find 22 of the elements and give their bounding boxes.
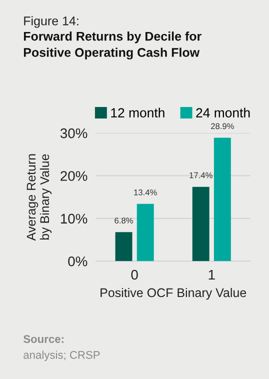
- data-label: 13.4%: [134, 189, 157, 196]
- bar: [214, 138, 231, 262]
- chart-subtitle: Figure 14:: [24, 16, 78, 28]
- data-label: 28.9%: [211, 123, 234, 130]
- y-tick-label: 20%: [60, 171, 88, 181]
- bar: [136, 204, 154, 262]
- y-tick-label: 10%: [60, 214, 88, 224]
- bar: [115, 232, 132, 262]
- y-tick-label: 30%: [60, 128, 88, 138]
- y-axis-title: Average Return by Binary Value: [26, 154, 52, 241]
- legend-label: 24 month: [196, 108, 250, 118]
- data-label: 17.4%: [190, 172, 212, 178]
- chart-title: Forward Returns by Decile for Positive Operating Cash Flow: [24, 32, 202, 60]
- text: analysis; CRSP: [24, 350, 100, 362]
- x-axis-title: Positive OCF Binary Value: [100, 288, 246, 300]
- y-tick-label: 0%: [68, 256, 88, 266]
- legend-label: 12 month: [111, 108, 164, 118]
- source-note: Source:: [23, 335, 64, 343]
- data-label: 6.8%: [114, 218, 133, 224]
- bar: [192, 186, 210, 262]
- x-tick-label: 1: [208, 270, 215, 280]
- x-tick-label: 0: [131, 270, 138, 280]
